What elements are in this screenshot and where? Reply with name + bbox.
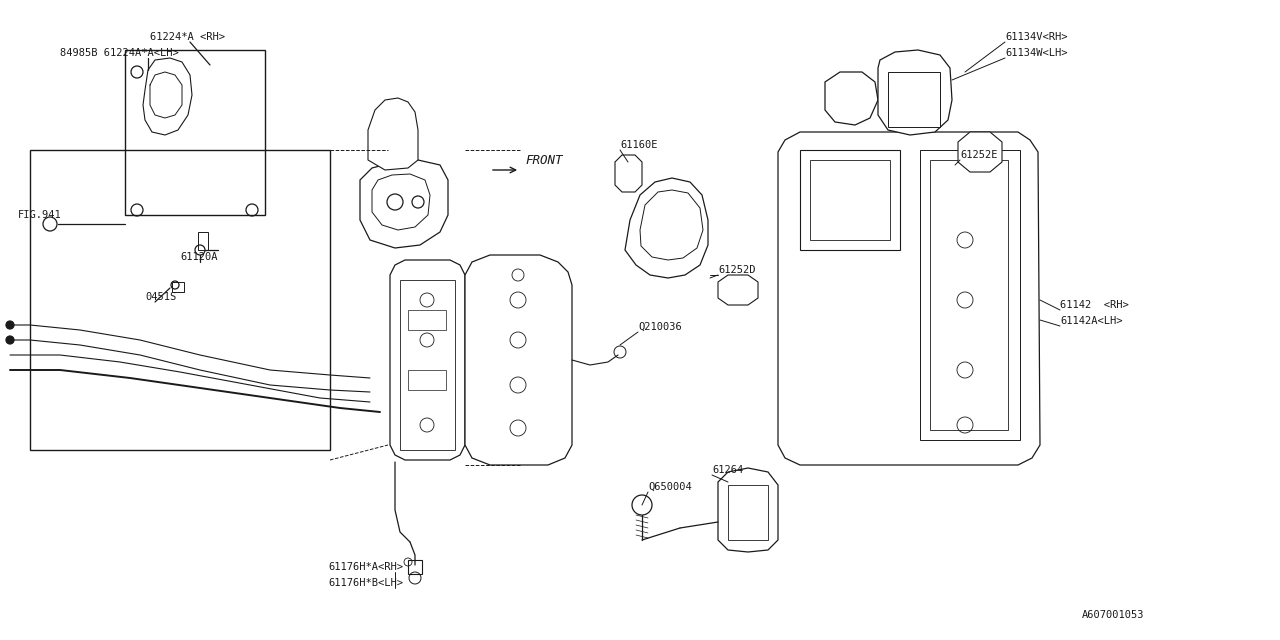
Polygon shape [957,132,1002,172]
Text: Q650004: Q650004 [648,482,691,492]
Text: 61120A: 61120A [180,252,218,262]
Circle shape [6,321,14,329]
Polygon shape [369,98,419,170]
Polygon shape [718,275,758,305]
Text: 61142A<LH>: 61142A<LH> [1060,316,1123,326]
Polygon shape [372,174,430,230]
Bar [810,160,890,240]
Polygon shape [778,132,1039,465]
Text: 61160E: 61160E [620,140,658,150]
Bar [408,560,422,574]
Text: 61252E: 61252E [960,150,997,160]
Text: 61134W<LH>: 61134W<LH> [1005,48,1068,58]
Bar [408,310,445,330]
Text: Q210036: Q210036 [637,322,682,332]
Text: FIG.941: FIG.941 [18,210,61,220]
Bar [888,72,940,127]
Text: 61252D: 61252D [718,265,755,275]
Polygon shape [718,468,778,552]
Text: 84985B 61224A*A<LH>: 84985B 61224A*A<LH> [60,48,179,58]
Polygon shape [360,160,448,248]
Polygon shape [390,260,465,460]
Bar [728,485,768,540]
Bar [172,282,184,292]
Polygon shape [465,255,572,465]
Bar [800,150,900,250]
Polygon shape [143,58,192,135]
Text: A607001053: A607001053 [1082,610,1144,620]
Bar [399,280,454,450]
Polygon shape [878,50,952,135]
Bar [29,150,330,450]
Bar [931,160,1009,430]
Text: 61176H*B<LH>: 61176H*B<LH> [328,578,403,588]
Bar [198,232,207,250]
Bar [125,50,265,215]
Text: 61176H*A<RH>: 61176H*A<RH> [328,562,403,572]
Polygon shape [640,190,703,260]
Circle shape [6,336,14,344]
Polygon shape [614,155,643,192]
Polygon shape [625,178,708,278]
Text: 61224*A <RH>: 61224*A <RH> [150,32,225,42]
Text: 61264: 61264 [712,465,744,475]
Text: 61134V<RH>: 61134V<RH> [1005,32,1068,42]
Text: 0451S: 0451S [145,292,177,302]
Bar [408,370,445,390]
Text: 61142  <RH>: 61142 <RH> [1060,300,1129,310]
Polygon shape [826,72,878,125]
Text: FRONT: FRONT [525,154,562,167]
Bar [920,150,1020,440]
